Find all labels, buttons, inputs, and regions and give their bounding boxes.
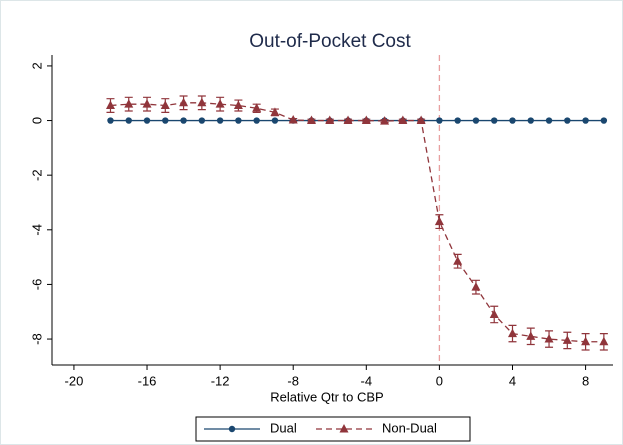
marker [270,107,280,116]
marker [160,100,170,110]
marker [453,256,463,265]
marker [472,117,480,124]
y-tick-label: -8 [29,333,44,345]
marker [180,117,187,124]
x-tick-label: 4 [509,373,516,388]
marker [197,97,207,107]
legend-marker [339,424,349,433]
y-tick-label: 2 [29,62,44,69]
marker [215,99,225,108]
y-tick-label: -2 [29,169,44,181]
marker [509,117,516,124]
x-tick-label: -8 [287,373,299,388]
marker [105,100,115,110]
marker [436,117,443,124]
marker [526,331,536,340]
marker [288,115,298,124]
marker [216,117,224,124]
marker [489,309,499,318]
marker [233,100,243,110]
marker [361,115,371,125]
marker [125,117,132,124]
marker [416,115,426,125]
marker [582,117,589,124]
marker [507,328,517,338]
marker [235,117,242,124]
marker [306,115,316,125]
legend-label: Dual [270,420,297,435]
legend-label: Non-Dual [382,420,437,435]
marker [124,99,134,108]
x-tick-label: 0 [436,373,443,388]
y-tick-label: -6 [29,279,44,291]
x-tick-label: -16 [138,373,157,388]
marker [271,117,279,124]
marker [454,117,461,124]
marker [253,117,260,124]
series-line [110,102,604,343]
marker [398,115,408,125]
y-tick-label: -4 [29,224,44,236]
marker [600,117,608,124]
marker [343,115,353,125]
marker [471,282,481,291]
marker [143,117,151,124]
x-tick-label: -4 [361,373,373,388]
marker [380,116,390,125]
marker [198,117,206,124]
marker [179,97,189,107]
marker [564,117,571,124]
marker [562,335,572,344]
marker [599,336,609,346]
chart-title: Out-of-Pocket Cost [249,31,411,52]
marker [527,117,534,124]
marker [142,99,152,108]
y-tick-label: 0 [29,117,44,124]
x-tick-label: -20 [65,373,84,388]
marker [544,334,554,343]
legend: Dual Non-Dual [195,416,471,442]
x-tick-label: 8 [582,373,589,388]
x-tick-label: -12 [211,373,230,388]
marker [107,117,114,124]
marker [434,216,444,226]
marker [162,117,169,124]
x-axis-label: Relative Qtr to CBP [270,389,383,404]
marker [581,336,591,346]
marker [491,117,498,124]
marker [252,103,262,112]
legend-marker [228,425,236,433]
marker [545,117,553,124]
marker [325,115,335,125]
